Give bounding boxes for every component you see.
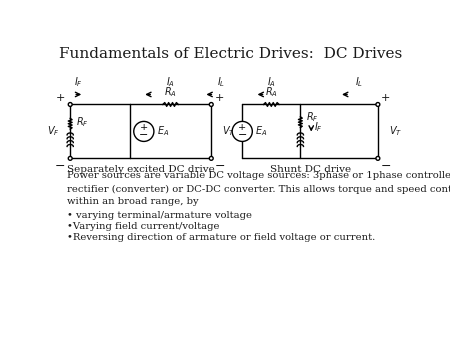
Text: +: + <box>140 123 148 132</box>
Text: $I_F$: $I_F$ <box>74 75 83 89</box>
Text: $I_F$: $I_F$ <box>314 121 322 135</box>
Text: −: − <box>381 160 392 173</box>
Circle shape <box>209 156 213 160</box>
Text: $I_A$: $I_A$ <box>267 75 276 89</box>
Text: $R_F$: $R_F$ <box>306 111 319 124</box>
Circle shape <box>376 102 380 106</box>
Text: $R_A$: $R_A$ <box>164 85 177 99</box>
Text: $V_T$: $V_T$ <box>222 124 235 138</box>
Text: −: − <box>139 130 149 140</box>
Text: $E_A$: $E_A$ <box>157 124 169 138</box>
Text: • varying terminal/armature voltage: • varying terminal/armature voltage <box>67 212 252 220</box>
Text: $I_L$: $I_L$ <box>355 75 363 89</box>
Circle shape <box>68 156 72 160</box>
Text: Shunt DC drive: Shunt DC drive <box>270 165 351 173</box>
Text: $V_F$: $V_F$ <box>47 124 59 138</box>
Text: +: + <box>214 93 224 103</box>
Circle shape <box>376 156 380 160</box>
Circle shape <box>232 121 252 141</box>
Text: +: + <box>238 123 247 132</box>
Text: $R_F$: $R_F$ <box>76 115 88 129</box>
Text: $I_L$: $I_L$ <box>217 75 226 89</box>
Text: −: − <box>238 130 247 140</box>
Text: +: + <box>56 93 66 103</box>
Circle shape <box>134 121 154 141</box>
Text: $E_A$: $E_A$ <box>255 124 267 138</box>
Circle shape <box>209 102 213 106</box>
Text: •Reversing direction of armature or field voltage or current.: •Reversing direction of armature or fiel… <box>67 233 375 242</box>
Text: +: + <box>381 93 390 103</box>
Text: $V_T$: $V_T$ <box>389 124 402 138</box>
Text: −: − <box>55 160 66 173</box>
Text: Power sources are variable DC voltage sources: 3phase or 1phase controlled
recti: Power sources are variable DC voltage so… <box>67 171 450 207</box>
Text: Fundamentals of Electric Drives:  DC Drives: Fundamentals of Electric Drives: DC Driv… <box>59 47 402 61</box>
Text: •Varying field current/voltage: •Varying field current/voltage <box>67 222 220 231</box>
Text: −: − <box>214 160 225 173</box>
Text: Separately excited DC drive: Separately excited DC drive <box>67 165 215 173</box>
Circle shape <box>68 102 72 106</box>
Text: $I_A$: $I_A$ <box>166 75 175 89</box>
Text: $R_A$: $R_A$ <box>265 85 278 99</box>
